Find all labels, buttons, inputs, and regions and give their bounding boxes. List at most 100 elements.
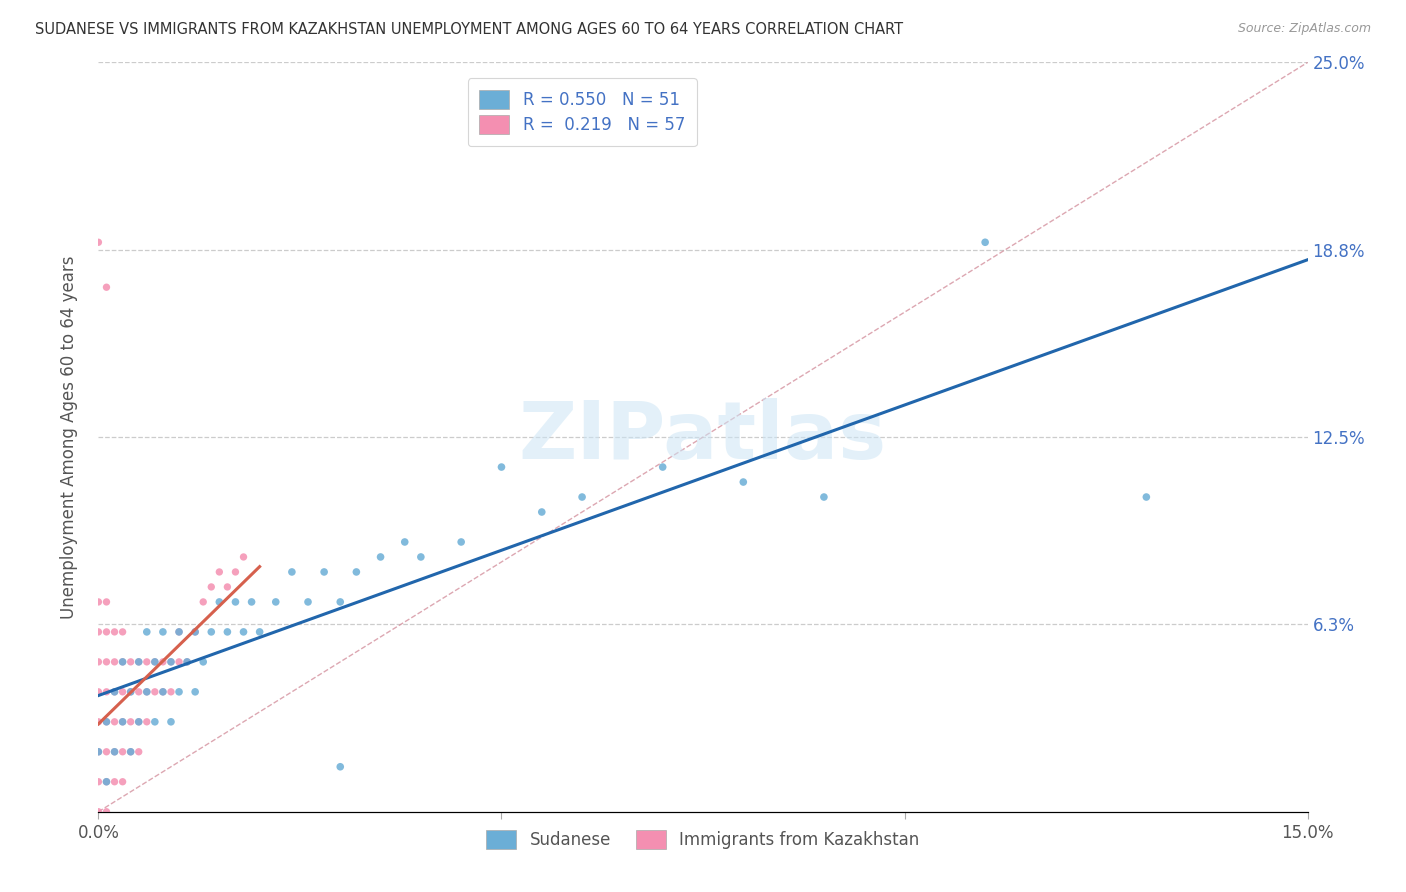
Point	[167, 655, 190, 669]
Point	[87, 805, 110, 819]
Point	[135, 655, 157, 669]
Point	[96, 280, 118, 294]
Point	[184, 685, 207, 699]
Point	[120, 655, 142, 669]
Text: ZIPatlas: ZIPatlas	[519, 398, 887, 476]
Point	[224, 565, 246, 579]
Point	[128, 745, 150, 759]
Point	[1135, 490, 1157, 504]
Point	[103, 624, 125, 639]
Point	[297, 595, 319, 609]
Point	[87, 655, 110, 669]
Point	[193, 655, 215, 669]
Point	[571, 490, 593, 504]
Point	[160, 714, 183, 729]
Point	[103, 655, 125, 669]
Point	[87, 745, 110, 759]
Point	[103, 745, 125, 759]
Point	[96, 714, 118, 729]
Point	[160, 655, 183, 669]
Point	[240, 595, 263, 609]
Point	[120, 745, 142, 759]
Point	[143, 685, 166, 699]
Point	[120, 714, 142, 729]
Point	[160, 655, 183, 669]
Point	[344, 565, 367, 579]
Point	[96, 685, 118, 699]
Point	[103, 685, 125, 699]
Point	[103, 774, 125, 789]
Point	[135, 714, 157, 729]
Point	[135, 624, 157, 639]
Point	[87, 745, 110, 759]
Point	[111, 714, 134, 729]
Point	[974, 235, 997, 250]
Point	[176, 655, 198, 669]
Point	[96, 774, 118, 789]
Point	[103, 714, 125, 729]
Point	[152, 685, 174, 699]
Point	[200, 580, 222, 594]
Point	[530, 505, 553, 519]
Point	[143, 655, 166, 669]
Text: SUDANESE VS IMMIGRANTS FROM KAZAKHSTAN UNEMPLOYMENT AMONG AGES 60 TO 64 YEARS CO: SUDANESE VS IMMIGRANTS FROM KAZAKHSTAN U…	[35, 22, 903, 37]
Point	[184, 624, 207, 639]
Point	[217, 624, 239, 639]
Point	[111, 685, 134, 699]
Point	[96, 745, 118, 759]
Point	[733, 475, 755, 489]
Point	[208, 595, 231, 609]
Point	[135, 685, 157, 699]
Point	[87, 624, 110, 639]
Point	[111, 624, 134, 639]
Point	[128, 655, 150, 669]
Point	[96, 595, 118, 609]
Point	[96, 714, 118, 729]
Point	[103, 745, 125, 759]
Point	[87, 235, 110, 250]
Point	[409, 549, 432, 564]
Point	[314, 565, 336, 579]
Point	[152, 624, 174, 639]
Point	[120, 745, 142, 759]
Point	[111, 745, 134, 759]
Point	[111, 714, 134, 729]
Point	[217, 580, 239, 594]
Point	[200, 624, 222, 639]
Point	[128, 714, 150, 729]
Point	[87, 685, 110, 699]
Point	[128, 655, 150, 669]
Point	[167, 624, 190, 639]
Point	[491, 460, 513, 475]
Point	[120, 685, 142, 699]
Text: Source: ZipAtlas.com: Source: ZipAtlas.com	[1237, 22, 1371, 36]
Point	[208, 565, 231, 579]
Point	[232, 549, 254, 564]
Point	[111, 774, 134, 789]
Point	[394, 535, 416, 549]
Point	[128, 714, 150, 729]
Point	[87, 774, 110, 789]
Point	[232, 624, 254, 639]
Point	[128, 685, 150, 699]
Point	[96, 774, 118, 789]
Point	[329, 595, 352, 609]
Point	[370, 549, 392, 564]
Point	[87, 714, 110, 729]
Point	[96, 624, 118, 639]
Point	[249, 624, 271, 639]
Point	[111, 655, 134, 669]
Point	[184, 624, 207, 639]
Point	[87, 595, 110, 609]
Point	[224, 595, 246, 609]
Y-axis label: Unemployment Among Ages 60 to 64 years: Unemployment Among Ages 60 to 64 years	[59, 255, 77, 619]
Point	[176, 655, 198, 669]
Point	[96, 805, 118, 819]
Point	[281, 565, 304, 579]
Point	[120, 685, 142, 699]
Point	[160, 685, 183, 699]
Point	[96, 655, 118, 669]
Point	[813, 490, 835, 504]
Point	[167, 624, 190, 639]
Point	[450, 535, 472, 549]
